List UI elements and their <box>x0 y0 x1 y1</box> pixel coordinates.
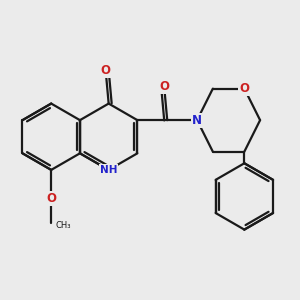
Text: O: O <box>46 192 56 205</box>
Text: O: O <box>159 80 169 94</box>
Text: O: O <box>239 82 249 95</box>
Text: NH: NH <box>100 165 117 175</box>
Text: CH₃: CH₃ <box>56 221 71 230</box>
Text: N: N <box>192 114 202 127</box>
Text: O: O <box>100 64 111 77</box>
